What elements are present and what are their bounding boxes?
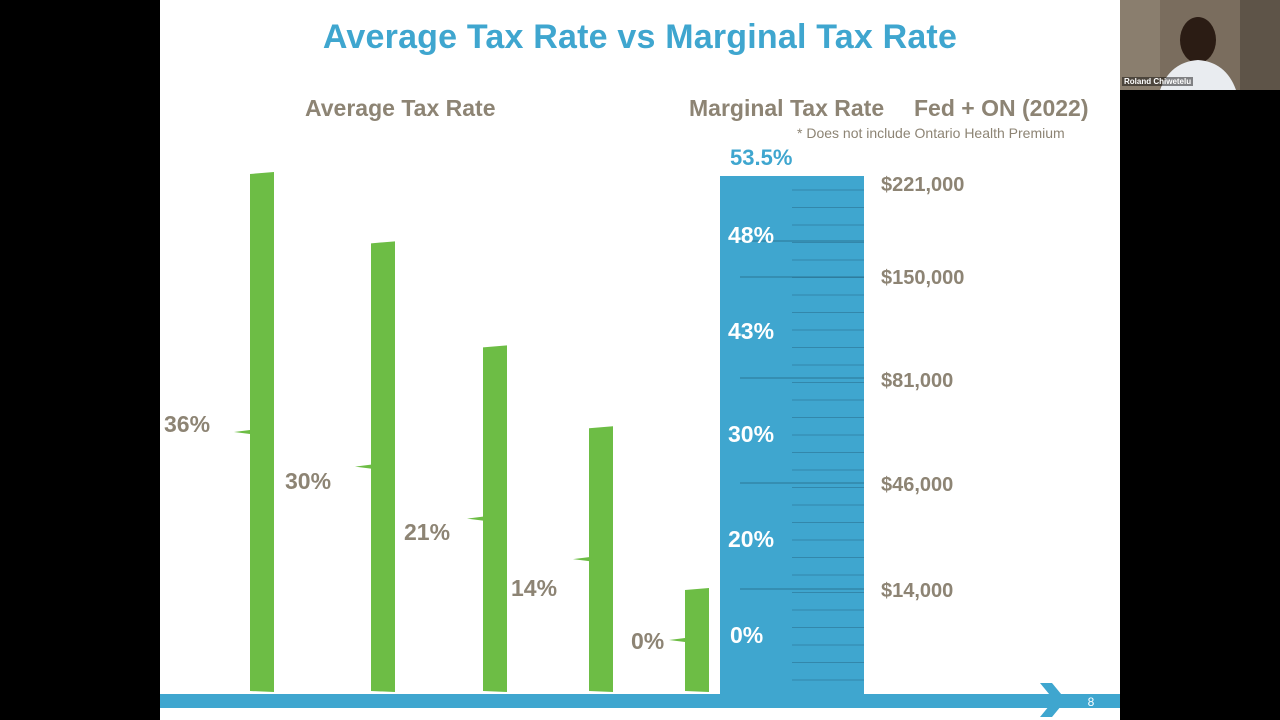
bar-pointer bbox=[234, 430, 250, 434]
average-rate-bar bbox=[371, 241, 395, 693]
presentation-slide: Average Tax Rate vs Marginal Tax Rate Av… bbox=[160, 0, 1120, 720]
marginal-rate-label: 43% bbox=[728, 318, 775, 344]
income-threshold-label: $81,000 bbox=[881, 370, 954, 392]
slide-title: Average Tax Rate vs Marginal Tax Rate bbox=[322, 18, 958, 56]
footnote: * Does not include Ontario Health Premiu… bbox=[797, 125, 1065, 141]
participant-video-tile[interactable]: Roland Chiwetelu bbox=[1120, 0, 1280, 90]
marginal-rate-label: 0% bbox=[730, 622, 764, 648]
income-threshold-label: $14,000 bbox=[881, 580, 954, 602]
avg-rate-label: 21% bbox=[404, 519, 451, 545]
bar-pointer bbox=[669, 638, 685, 642]
average-rate-bar bbox=[250, 172, 274, 692]
bar-pointer bbox=[355, 464, 371, 469]
avg-rate-label: 14% bbox=[511, 575, 558, 601]
avg-rate-label: 30% bbox=[285, 468, 332, 494]
bar-pointer bbox=[467, 516, 483, 521]
tax-rate-chart bbox=[234, 172, 864, 694]
average-rate-bar bbox=[589, 426, 613, 692]
average-rate-bar bbox=[483, 345, 507, 692]
marginal-rate-label: 48% bbox=[728, 222, 775, 248]
fed-on-year-heading: Fed + ON (2022) bbox=[914, 95, 1089, 121]
slide-footer-bar bbox=[160, 694, 1120, 708]
avg-rate-label: 0% bbox=[631, 628, 665, 654]
bar-pointer bbox=[573, 557, 589, 562]
chevron-right-icon bbox=[1040, 683, 1066, 717]
income-threshold-label: $150,000 bbox=[881, 267, 965, 289]
avg-rate-label: 36% bbox=[164, 411, 211, 437]
average-tax-rate-heading: Average Tax Rate bbox=[305, 95, 496, 121]
income-threshold-label: $46,000 bbox=[881, 474, 954, 496]
participant-video-frame bbox=[1120, 0, 1280, 90]
participant-name: Roland Chiwetelu bbox=[1122, 77, 1194, 86]
marginal-top-rate-label: 53.5% bbox=[730, 145, 793, 170]
marginal-rate-label: 30% bbox=[728, 421, 775, 447]
average-rate-bar bbox=[685, 588, 709, 692]
slide-page-number: 8 bbox=[1087, 695, 1095, 709]
marginal-rate-label: 20% bbox=[728, 526, 775, 552]
marginal-tax-rate-heading: Marginal Tax Rate bbox=[689, 95, 885, 121]
income-threshold-label: $221,000 bbox=[881, 174, 965, 196]
